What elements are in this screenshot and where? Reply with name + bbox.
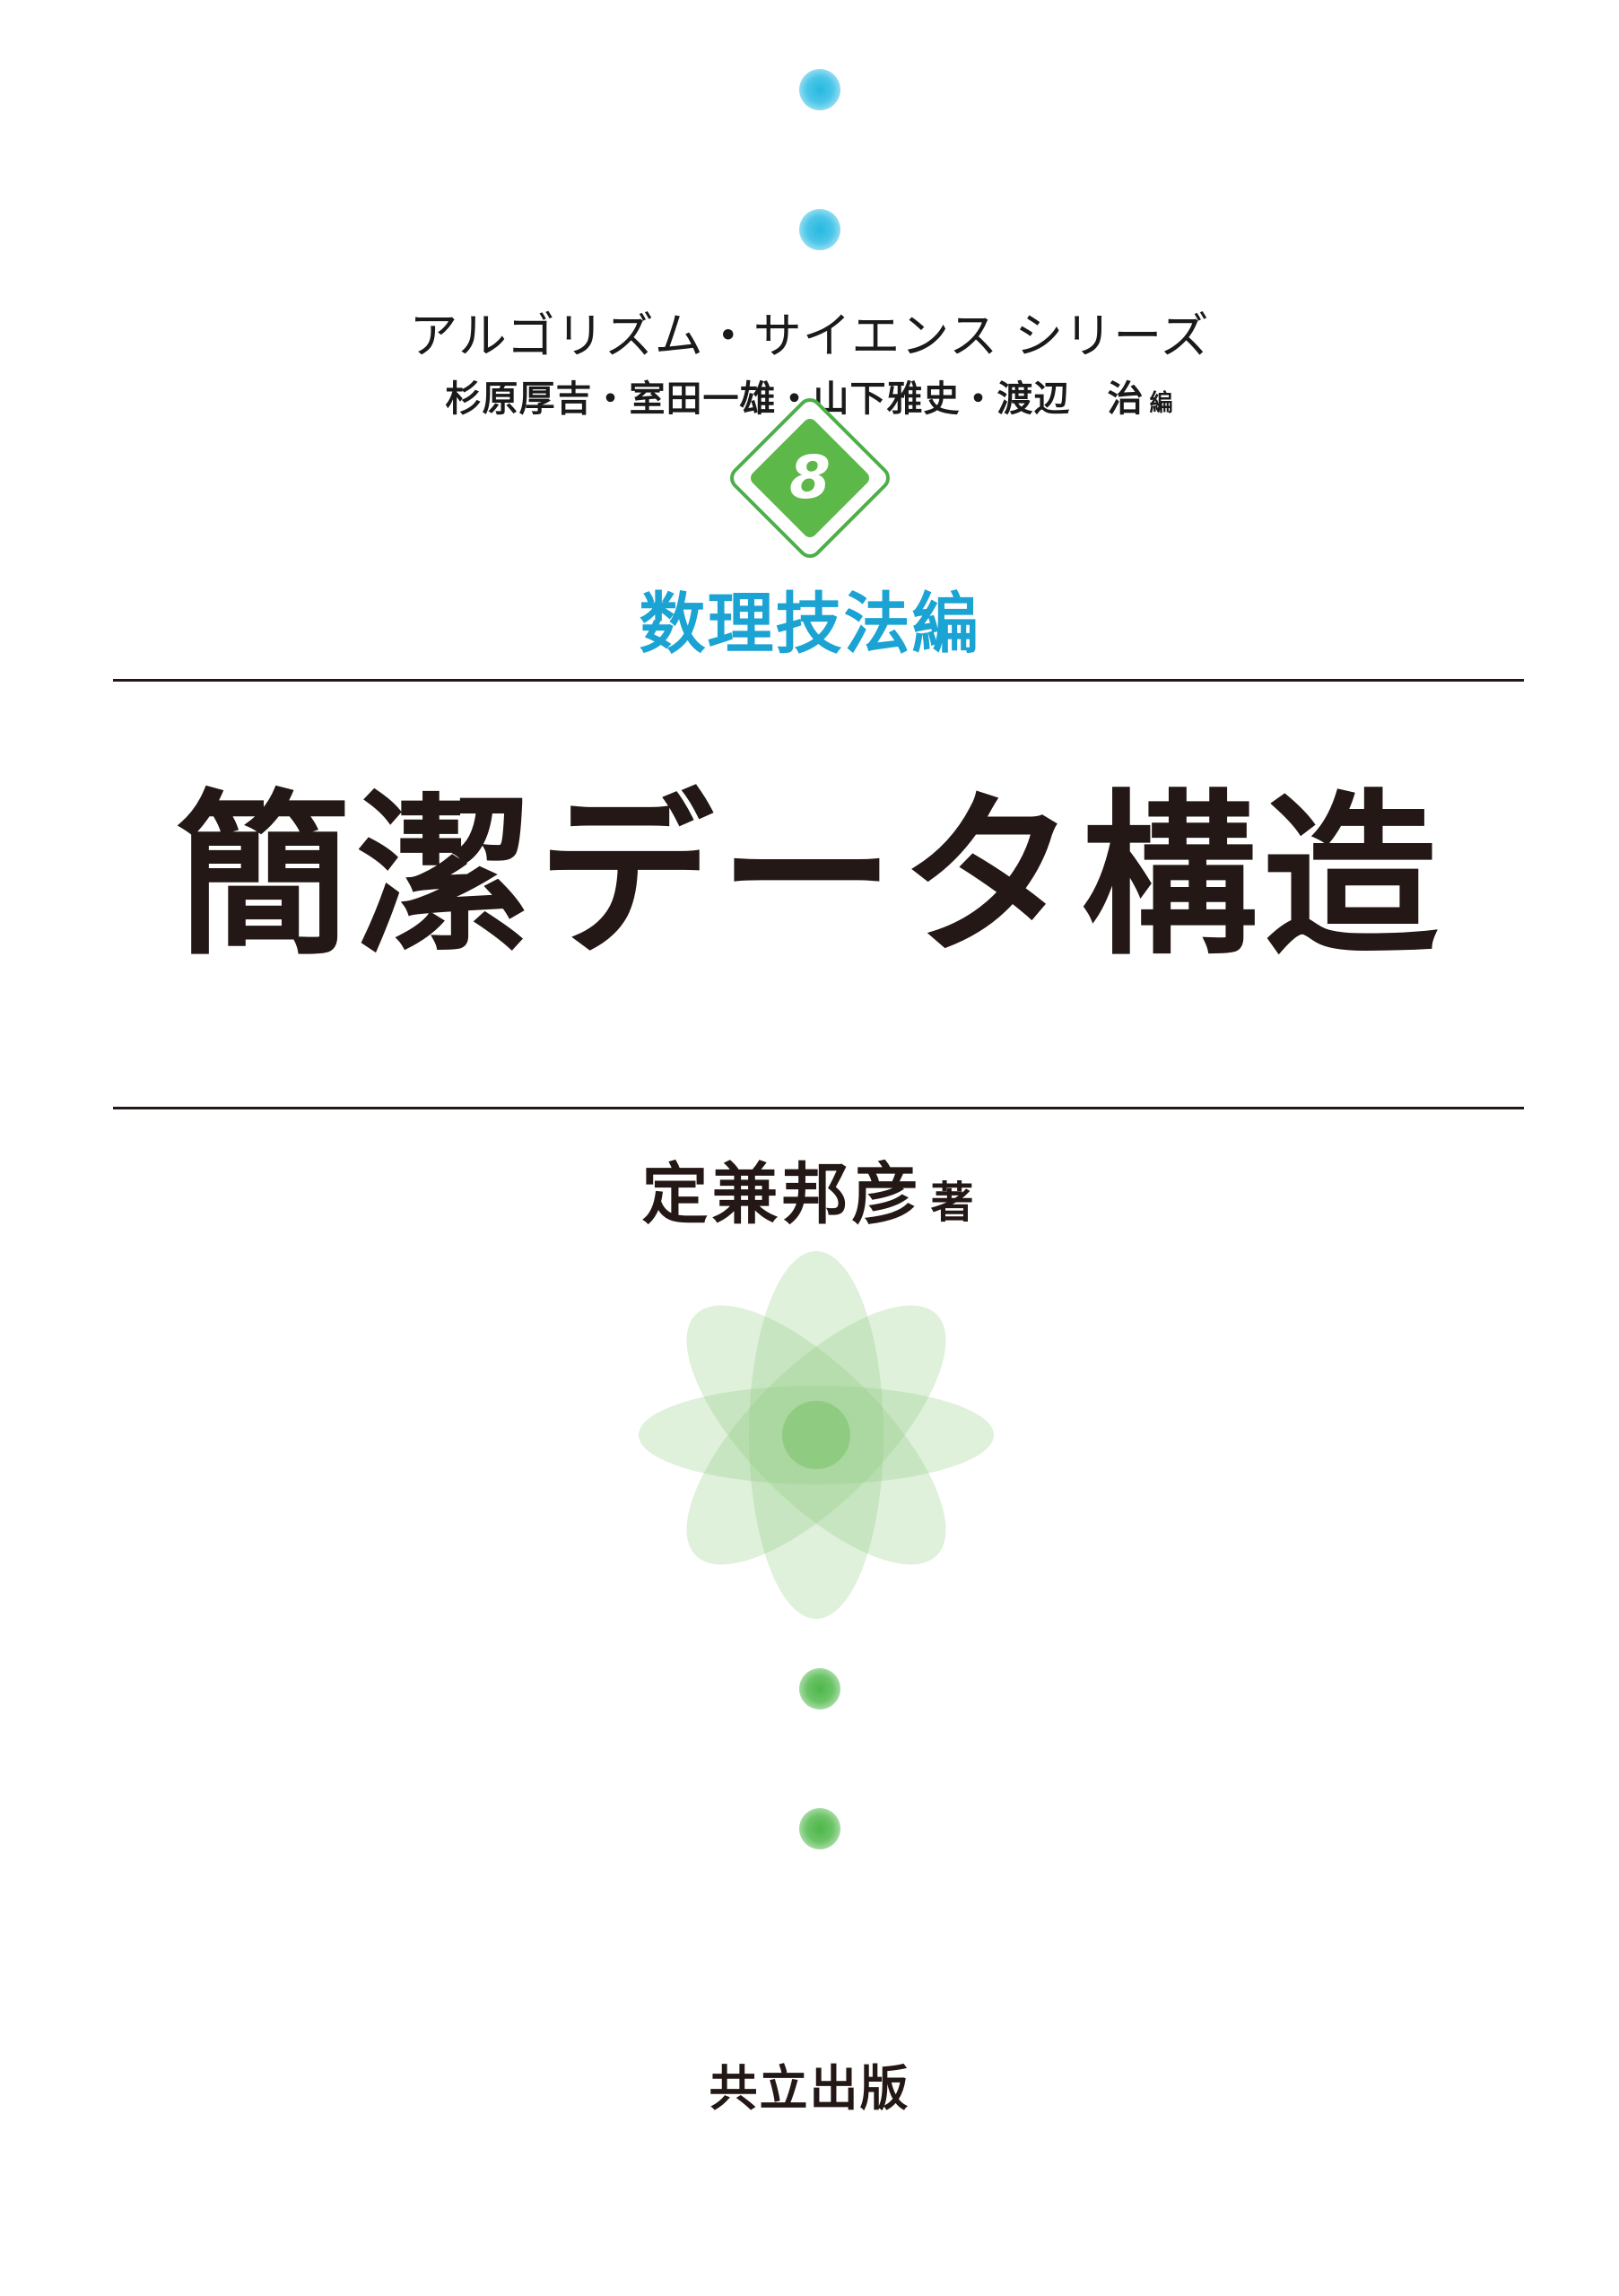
- atom-flower-icon: [639, 1251, 994, 1619]
- flower-center: [782, 1401, 850, 1469]
- flower-petal-diagonal-right: [686, 1305, 946, 1565]
- green-dot-icon: [799, 1808, 840, 1849]
- series-title: アルゴリズム・サイエンス シリーズ: [409, 308, 1210, 364]
- blue-dot-icon: [799, 209, 840, 250]
- flower-petal-vertical: [749, 1251, 883, 1619]
- book-title: 簡潔データ構造: [175, 773, 1444, 979]
- bottom-divider: [113, 1107, 1524, 1109]
- green-dot-icon: [799, 1668, 840, 1709]
- author-name: 定兼邦彦: [641, 1156, 922, 1233]
- volume-title: 数理技法編: [639, 586, 980, 663]
- author-suffix: 著: [930, 1178, 978, 1228]
- top-divider: [113, 679, 1524, 682]
- author-line: 定兼邦彦著: [0, 1141, 1619, 1237]
- blue-dot-icon: [799, 69, 840, 110]
- flower-petal-diagonal-left: [686, 1305, 946, 1565]
- flower-petal-horizontal: [639, 1386, 994, 1484]
- publisher-name: 共立出版: [709, 2059, 910, 2117]
- volume-number: 8: [789, 443, 831, 512]
- editors-suffix: 編: [1149, 390, 1174, 417]
